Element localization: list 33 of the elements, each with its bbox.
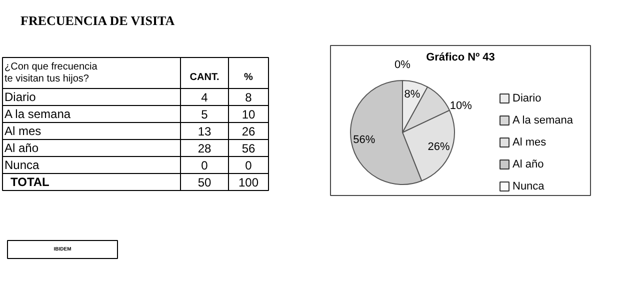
data-label: 10 — [242, 108, 256, 122]
data-label: 26% — [428, 140, 450, 153]
text: FRECUENCIA DE VISITA — [20, 13, 176, 28]
legend-label: Nunca — [512, 180, 546, 192]
legend-label: Al año — [512, 158, 544, 170]
data-label: 0 — [245, 158, 252, 172]
data-label: 13 — [198, 124, 212, 138]
legend-label: Al mes — [512, 136, 547, 148]
category-label: TOTAL — [10, 175, 50, 189]
category-label: Al mes — [4, 124, 42, 138]
data-label: 56 — [242, 142, 256, 156]
category-label: Al año — [4, 141, 39, 155]
data-label: 56% — [353, 134, 376, 146]
data-label: 26 — [242, 124, 256, 138]
legend-label: A la semana — [512, 114, 574, 126]
data-label: 5 — [201, 108, 208, 122]
series-label: CANT. — [190, 72, 220, 84]
data-label: 8 — [245, 90, 252, 104]
category-label: Nunca — [4, 158, 40, 172]
category-label: Diario — [4, 90, 36, 104]
data-label: 100 — [238, 176, 259, 190]
category-label: A la semana — [4, 107, 71, 121]
data-label: 8% — [404, 88, 420, 101]
text: Gráfico Nº 43 — [426, 52, 495, 64]
data-label: 0 — [201, 158, 208, 172]
data-label: 28 — [198, 142, 212, 156]
data-label: 10% — [450, 100, 472, 112]
text: ¿Con que frecuencia te visitan tus hijos? — [4, 61, 98, 85]
legend-label: Diario — [512, 92, 542, 104]
text: % — [244, 72, 254, 84]
data-label: 50 — [198, 176, 212, 190]
text: 0% — [394, 58, 410, 71]
data-label: 4 — [201, 90, 208, 104]
